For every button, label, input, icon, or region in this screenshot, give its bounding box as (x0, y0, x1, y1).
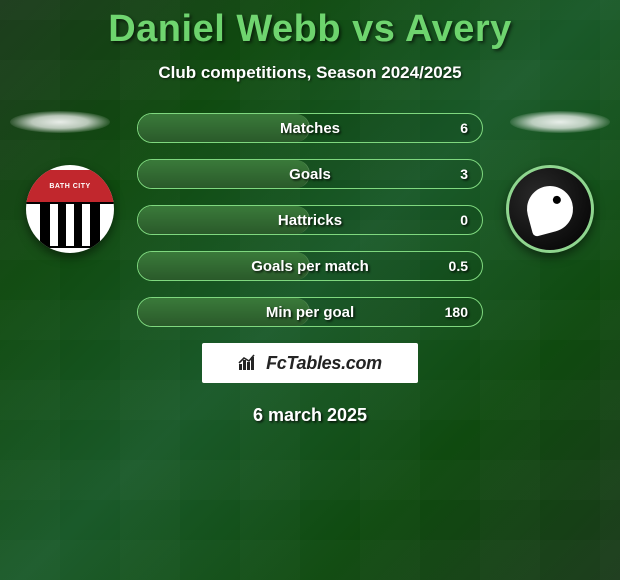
stat-row-min-per-goal: Min per goal 180 (137, 297, 483, 327)
stat-value: 0.5 (449, 258, 468, 274)
stat-value: 3 (460, 166, 468, 182)
stat-label: Min per goal (266, 304, 354, 321)
stat-value: 0 (460, 212, 468, 228)
badge-left-stripes (40, 204, 100, 248)
stat-row-matches: Matches 6 (137, 113, 483, 143)
stat-label: Goals (289, 166, 331, 183)
bar-chart-icon (238, 354, 260, 372)
team-badge-left: BATH CITY (26, 165, 114, 253)
stats-list: Matches 6 Goals 3 Hattricks 0 Goals per … (137, 111, 483, 327)
stat-fill (138, 160, 310, 188)
stat-row-goals-per-match: Goals per match 0.5 (137, 251, 483, 281)
badge-shadow-right (510, 111, 610, 133)
stat-label: Goals per match (251, 258, 369, 275)
brand-box: FcTables.com (202, 343, 418, 383)
page-title: Daniel Webb vs Avery (0, 0, 620, 51)
footer-date: 6 march 2025 (0, 405, 620, 426)
team-badge-right (506, 165, 594, 253)
badge-left-label: BATH CITY (26, 170, 114, 204)
stat-value: 6 (460, 120, 468, 136)
brand-text: FcTables.com (266, 353, 382, 374)
stat-row-goals: Goals 3 (137, 159, 483, 189)
stat-label: Hattricks (278, 212, 342, 229)
stat-row-hattricks: Hattricks 0 (137, 205, 483, 235)
stat-label: Matches (280, 120, 340, 137)
badge-shadow-left (10, 111, 110, 133)
stat-value: 180 (445, 304, 468, 320)
comparison-area: BATH CITY Matches 6 Goals 3 Hattricks 0 … (0, 111, 620, 327)
page-subtitle: Club competitions, Season 2024/2025 (0, 63, 620, 83)
seagull-icon (522, 181, 578, 237)
